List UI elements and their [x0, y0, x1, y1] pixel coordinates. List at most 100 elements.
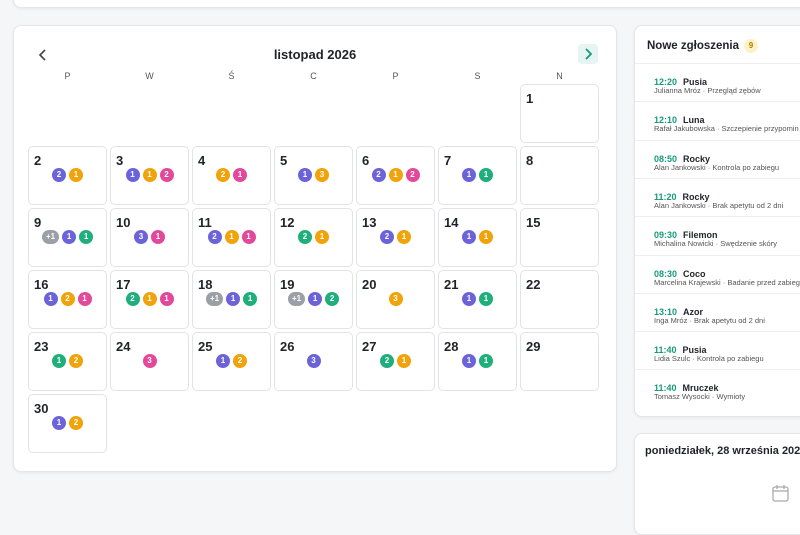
- day-cell[interactable]: 26 3: [274, 332, 353, 391]
- count-badge: +1: [205, 292, 224, 306]
- request-head: 09:30 Filemon: [654, 225, 718, 243]
- count-badge: 2: [405, 168, 420, 182]
- day-cell[interactable]: 9 +1 1 1: [28, 208, 107, 267]
- request-item[interactable]: 12:20 Pusia Julianna Mróz · Przegląd zębów: [635, 63, 800, 102]
- count-badge: 2: [233, 354, 247, 368]
- count-badge: 2: [60, 292, 75, 306]
- request-detail: Inga Mróz · Brak apetytu od 2 dni: [654, 315, 765, 325]
- day-cell[interactable]: 23 1 2: [28, 332, 107, 391]
- day-number: 8: [526, 153, 534, 168]
- day-cell[interactable]: 27 2 1: [356, 332, 435, 391]
- pet-name: Pusia: [682, 345, 707, 356]
- prev-month[interactable]: [36, 48, 50, 62]
- count-badge: 3: [142, 354, 157, 368]
- request-time: 12:10: [654, 115, 678, 126]
- page: {"calendar":{"title":"listopad 2026","we…: [13, 0, 800, 535]
- day-card: poniedziałek, 28 września 2026: [634, 433, 800, 535]
- count-badge: 3: [134, 230, 148, 244]
- request-item[interactable]: 11:20 Rocky Alan Jankowski · Brak apetytu …: [635, 177, 800, 217]
- pet-name: Rocky: [683, 153, 711, 164]
- day-cell[interactable]: 15: [520, 208, 599, 267]
- count-badge: 1: [388, 168, 403, 182]
- count-badge: 1: [43, 292, 58, 306]
- count-badge: 1: [397, 230, 411, 244]
- weekday-label: S: [474, 71, 481, 81]
- day-cell[interactable]: 12 2 1: [274, 208, 353, 267]
- day-cell[interactable]: 22: [520, 270, 599, 329]
- request-time: 11:40: [654, 383, 677, 394]
- day-cell[interactable]: 18 +1 1 1: [192, 270, 271, 329]
- count-badge: 2: [380, 230, 394, 244]
- count-badge: 1: [462, 230, 476, 244]
- request-detail: Alan Jankowski · Kontrola po zabiegu: [654, 162, 780, 172]
- count-badge: 1: [79, 230, 94, 244]
- day-title: poniedziałek, 28 września 2026: [645, 445, 800, 457]
- count-badge: 2: [380, 354, 394, 368]
- request-item[interactable]: 09:30 Filemon Michalina Nowicki · Swędzeni…: [635, 216, 800, 255]
- count-badge: 1: [462, 168, 476, 182]
- count-badge: 1: [479, 230, 493, 244]
- request-time: 12:20: [654, 77, 678, 87]
- day-cell[interactable]: 8: [520, 146, 599, 205]
- pet-name: Mruczek: [682, 383, 719, 394]
- day-cell[interactable]: 25 1 2: [192, 332, 271, 391]
- day-cell[interactable]: 13 2 1: [356, 208, 435, 267]
- count-badge: 1: [226, 292, 241, 306]
- count-badge: 1: [77, 292, 92, 306]
- count-badge: 1: [69, 168, 83, 182]
- day-cell[interactable]: 28 1 1: [438, 332, 517, 391]
- request-detail: Alan Jankowski · Brak apetytu od 2 dni: [654, 200, 784, 210]
- next-month[interactable]: [578, 44, 598, 64]
- day-cell[interactable]: 21 1 1: [438, 270, 517, 329]
- request-time: 08:50: [654, 153, 678, 164]
- day-cell[interactable]: 19 +1 1 2: [274, 270, 353, 329]
- day-cell[interactable]: 29: [520, 332, 599, 391]
- request-item[interactable]: 11:40 Pusia Lidia Szulc · Kontrola po zabi…: [635, 331, 800, 370]
- day-number: 6: [362, 153, 370, 168]
- day-cell[interactable]: 17 2 1 1: [110, 270, 189, 329]
- badge-row: +1 1 1: [29, 230, 106, 244]
- count-badge: 2: [125, 292, 140, 306]
- top-bar: [13, 0, 800, 8]
- request-item[interactable]: 12:10 Luna Rafał Jakubowska · Szczepienie …: [635, 101, 800, 140]
- request-detail: Rafał Jakubowska · Szczepienie przypomin: [654, 124, 799, 134]
- month-title: listopad 2026: [273, 47, 357, 62]
- day-cell[interactable]: 14 1 1: [438, 208, 517, 267]
- day-cell[interactable]: 30 1 2: [28, 394, 107, 453]
- count-badge: 1: [233, 168, 247, 182]
- request-item[interactable]: 08:30 Coco Marcelina Krajewski · Badanie p…: [635, 254, 800, 294]
- count-badge: 1: [241, 230, 256, 244]
- request-item[interactable]: 08:50 Rocky Alan Jankowski · Kontrola po z…: [635, 139, 800, 179]
- request-detail: Marcelina Krajewski · Badanie przed zabi…: [654, 277, 800, 287]
- day-cell[interactable]: 16 1 2 1: [28, 270, 107, 329]
- day-number: 16: [34, 277, 49, 292]
- day-cell[interactable]: 1: [520, 84, 599, 143]
- request-head: 08:50 Rocky: [654, 149, 710, 167]
- request-item[interactable]: 13:10 Azor Inga Mróz · Brak apetytu od 2 d…: [635, 292, 800, 332]
- count-badge: +1: [287, 292, 306, 306]
- day-cell[interactable]: 10 3 1: [110, 208, 189, 267]
- day-cell[interactable]: 11 2 1 1: [192, 208, 271, 267]
- day-number: 26: [280, 339, 295, 354]
- request-item[interactable]: 11:40 Mruczek Tomasz Wysocki · Wymioty: [635, 369, 800, 408]
- day-cell[interactable]: 20 3: [356, 270, 435, 329]
- count-badge: 1: [479, 292, 493, 306]
- count-badge: 1: [159, 292, 174, 306]
- requests-title: Nowe zgłoszenia: [647, 40, 740, 52]
- weekday-label: C: [310, 71, 317, 81]
- day-cell[interactable]: 24 3: [110, 332, 189, 391]
- weekday-label: P: [392, 71, 399, 81]
